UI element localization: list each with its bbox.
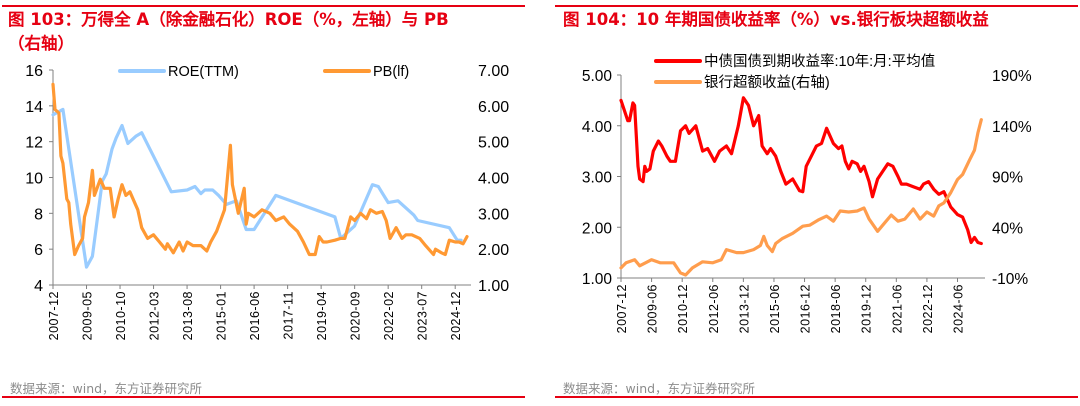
- x-tick-label: 2013-08: [181, 291, 195, 340]
- y-tick-label-right: 40%: [992, 220, 1023, 237]
- legend-label: 银行超额收益(右轴): [704, 74, 830, 91]
- legend-label: ROE(TTM): [168, 64, 239, 80]
- y-tick-label-left: 4.00: [582, 119, 613, 136]
- title-line-2: （右轴）: [8, 34, 74, 53]
- x-tick-label: 2020-09: [349, 291, 363, 340]
- chart-title: 图 104：10 年期国债收益率（%）vs.银行板块超额收益: [563, 10, 989, 29]
- x-tick-label: 2010-12: [676, 284, 690, 333]
- legend-label: 中债国债到期收益率:10年:月:平均值: [704, 53, 935, 70]
- series-line-0: [51, 107, 463, 269]
- x-tick-label: 2018-06: [829, 284, 843, 333]
- x-tick-label: 2024-12: [449, 291, 463, 340]
- x-tick-label: 2012-06: [707, 284, 721, 333]
- y-tick-label-left: 16: [25, 63, 43, 80]
- x-tick-label: 2017-11: [282, 291, 296, 339]
- y-tick-label-right: 190%: [992, 68, 1032, 85]
- series-line-1: [619, 118, 983, 277]
- right-panel: 图 104：10 年期国债收益率（%）vs.银行板块超额收益 1.00 2.00 3…: [540, 0, 1080, 406]
- x-tick-label: 2022-12: [921, 284, 935, 333]
- y-tick-label-right: 140%: [992, 119, 1032, 136]
- x-tick-label: 2019-12: [860, 284, 874, 333]
- x-tick-label: 2010-10: [114, 291, 128, 340]
- y-tick-label-left: 1.00: [582, 271, 613, 288]
- y-tick-label-left: 5.00: [582, 68, 613, 85]
- x-tick-label: 2024-06: [952, 284, 966, 333]
- series-line-0: [619, 96, 983, 246]
- y-tick-label-left: 8: [34, 206, 43, 223]
- top-rule: [2, 5, 525, 7]
- x-tick-label: 2023-07: [416, 291, 430, 340]
- y-tick-label-right: 1.00: [478, 278, 509, 295]
- x-tick-label: 2016-06: [248, 291, 262, 340]
- y-tick-label-left: 12: [25, 135, 43, 152]
- x-tick-label: 2021-06: [890, 284, 904, 333]
- x-tick-label: 2009-06: [646, 284, 660, 333]
- chart-title: 图 103：万得全 A（除金融石化）ROE（%，左轴）与 PB （右轴）: [8, 8, 449, 56]
- legend-label: PB(lf): [373, 64, 409, 80]
- y-tick-label-right: 4.00: [478, 171, 509, 188]
- bottom-rule: [555, 396, 1078, 398]
- x-tick-label: 2007-12: [47, 291, 61, 340]
- y-tick-label-right: 5.00: [478, 135, 509, 152]
- y-tick-label-right: 6.00: [478, 99, 509, 116]
- roe-pb-chart: 4 6 8 10 12 14 16 1.00 2.00 3.00 4.00 5.00 6.00 7.00 2…: [25, 63, 509, 340]
- x-tick-label: 2009-05: [81, 291, 95, 340]
- x-tick-label: 2015-01: [215, 291, 229, 340]
- yield-excess-chart: 1.00 2.00 3.00 4.00 5.00 -10% 40% 90% 140% 190% 20…: [582, 53, 1032, 333]
- left-panel: 图 103：万得全 A（除金融石化）ROE（%，左轴）与 PB （右轴） 4 6 8…: [2, 5, 525, 398]
- series-line-1: [51, 82, 469, 257]
- y-tick-label-right: -10%: [992, 271, 1028, 288]
- y-tick-label-left: 10: [25, 171, 43, 188]
- top-rule: [555, 5, 1078, 7]
- bottom-rule: [2, 396, 525, 398]
- y-tick-label-right: 7.00: [478, 63, 509, 80]
- x-tick-label: 2015-06: [768, 284, 782, 333]
- x-tick-label: 2022-02: [382, 291, 396, 340]
- y-tick-label-right: 3.00: [478, 206, 509, 223]
- x-tick-label: 2016-12: [799, 284, 813, 333]
- y-tick-label-right: 90%: [992, 170, 1023, 187]
- x-tick-label: 2007-12: [615, 284, 629, 333]
- y-tick-label-left: 3.00: [582, 170, 613, 187]
- title-line-1: 图 103：万得全 A（除金融石化）ROE（%，左轴）与 PB: [8, 10, 449, 29]
- source-note: 数据来源：wind，东方证券研究所: [10, 381, 203, 396]
- y-tick-label-left: 14: [25, 99, 43, 116]
- x-tick-label: 2012-03: [148, 291, 162, 340]
- y-tick-label-left: 4: [34, 278, 43, 295]
- x-tick-label: 2013-12: [737, 284, 751, 333]
- x-tick-label: 2019-04: [315, 291, 329, 340]
- y-tick-label-left: 2.00: [582, 220, 613, 237]
- source-note: 数据来源：wind，东方证券研究所: [563, 381, 756, 396]
- y-tick-label-left: 6: [34, 242, 43, 259]
- y-tick-label-right: 2.00: [478, 242, 509, 259]
